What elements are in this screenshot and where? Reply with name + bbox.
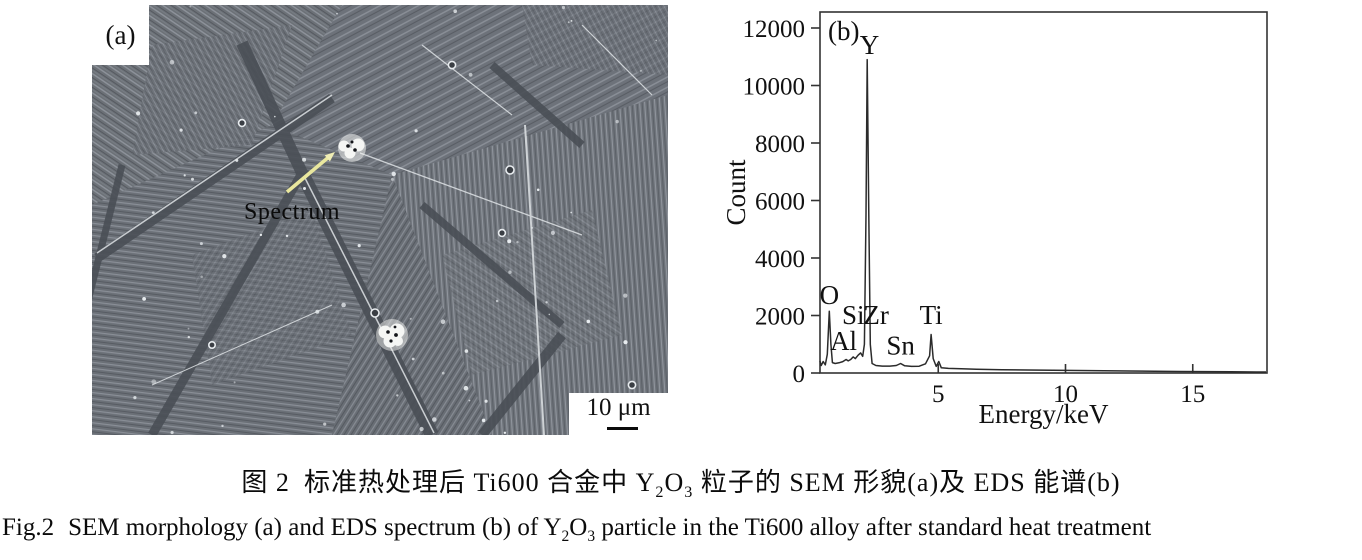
x-tick-label: 15 <box>1180 381 1205 408</box>
sem-micrograph-panel: (a) Spectrum 10 μm <box>92 5 668 435</box>
scale-bar: 10 μm <box>569 393 668 435</box>
panel-label-b: (b) <box>828 16 859 46</box>
plot-box <box>819 11 1268 374</box>
y2o3-particle-2 <box>376 319 408 351</box>
peak-label-O: O <box>820 280 840 310</box>
y-tick-label: 4000 <box>755 246 805 273</box>
spectrum-label: Spectrum <box>244 199 340 225</box>
peak-label-Al: Al <box>830 326 857 356</box>
peak-label-Si: Si <box>842 300 865 330</box>
dark-lath-bands <box>92 40 585 435</box>
y2o3-particle-spectrum-target <box>338 134 366 162</box>
bright-speckles <box>95 5 657 435</box>
x-axis-title: Energy/keV <box>979 399 1109 429</box>
peak-label-Y: Y <box>860 30 880 60</box>
y-axis-title: Count <box>721 159 751 226</box>
x-tick-label: 5 <box>932 381 945 408</box>
y-tick-label: 6000 <box>755 189 805 216</box>
caption-en-figno: Fig.2 <box>2 514 55 541</box>
x-tick-label: 10 <box>1053 381 1078 408</box>
caption-chinese: 图 2 标准热处理后 Ti600 合金中 Y2O3 粒子的 SEM 形貌(a)及 … <box>241 468 1121 502</box>
peak-label-Zr: Zr <box>863 300 888 330</box>
pore-rings <box>208 60 637 390</box>
y-tick-label: 2000 <box>755 304 805 331</box>
eds-spectrum-panel: 0 2000 4000 6000 8000 10000 12000 5 10 15 O Al Si Zr Y… <box>690 0 1300 447</box>
caption-english: Fig.2 SEM morphology (a) and EDS spectrum… <box>2 514 1152 545</box>
eds-spectrum-line <box>819 58 1266 373</box>
caption-cn-figno: 图 2 <box>241 468 290 497</box>
y-tick-label: 8000 <box>755 131 805 158</box>
peak-label-Ti: Ti <box>920 300 943 330</box>
peak-label-Sn: Sn <box>886 330 915 360</box>
scale-bar-text: 10 μm <box>586 394 651 421</box>
y-tick-label: 12000 <box>743 16 806 43</box>
y-tick-label: 10000 <box>743 74 806 101</box>
sem-texture-image <box>92 5 668 435</box>
panel-label-a: (a) <box>92 5 149 65</box>
scale-bar-line <box>607 427 638 430</box>
spectrum-arrow <box>285 152 335 194</box>
y-tick-label: 0 <box>793 361 806 388</box>
bright-streaks <box>96 24 653 435</box>
panel-label-a-text: (a) <box>105 19 136 50</box>
